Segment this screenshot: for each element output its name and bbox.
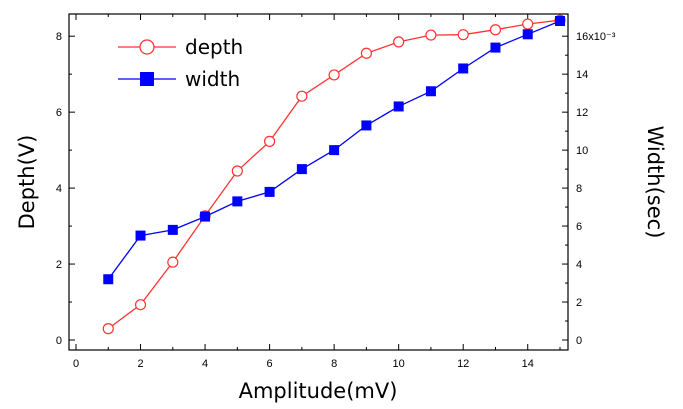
width-data-point xyxy=(361,120,372,131)
depth-data-point xyxy=(328,69,340,81)
width-data-point xyxy=(135,230,146,241)
width-data-point xyxy=(200,211,211,222)
x-tick-label: 0 xyxy=(73,358,79,370)
depth-data-point xyxy=(457,29,469,41)
depth-data-point xyxy=(393,36,405,48)
x-tick-label: 10 xyxy=(393,358,405,370)
axis-ticks: 0 2 4 6 8 10 12 14 0 2 4 6 8 0 2 4 6 8 10 12 14 16x10⁻³ xyxy=(56,14,616,370)
legend-depth-marker xyxy=(139,39,155,55)
depth-data-point xyxy=(522,18,534,30)
depth-data-point xyxy=(425,29,437,41)
y-tick-label: 6 xyxy=(56,107,62,119)
y-tick-label: 8 xyxy=(56,31,62,43)
y-tick-label: 4 xyxy=(56,183,62,195)
y2-tick-label: 4 xyxy=(576,259,582,271)
width-data-point xyxy=(522,29,533,40)
y2-tick-label: 0 xyxy=(576,335,582,347)
width-data-point xyxy=(232,196,243,207)
y2-tick-label: 8 xyxy=(576,183,582,195)
width-data-point xyxy=(555,16,565,26)
x-tick-label: 14 xyxy=(522,358,534,370)
depth-data-point xyxy=(489,24,502,36)
depth-data-point xyxy=(167,256,179,268)
width-data-point xyxy=(490,42,501,53)
y-axis-title: Depth(V) xyxy=(15,135,39,230)
depth-data-point xyxy=(102,323,114,335)
legend-width-marker xyxy=(140,72,154,86)
x-tick-label: 2 xyxy=(137,358,143,370)
depth-data-point xyxy=(296,90,308,102)
legend-depth-label: depth xyxy=(185,35,243,59)
plot-frame xyxy=(68,13,569,351)
depth-data-point xyxy=(264,135,276,147)
width-data-point xyxy=(458,63,469,74)
series-layer xyxy=(102,14,566,335)
width-data-point xyxy=(393,101,404,112)
x-tick-label: 12 xyxy=(457,358,469,370)
x-axis-title: Amplitude(mV) xyxy=(239,379,398,403)
width-data-point xyxy=(329,145,340,156)
legend: depth width xyxy=(118,35,243,91)
depth-data-point xyxy=(134,299,147,311)
width-data-point xyxy=(167,224,178,235)
y-tick-label: 2 xyxy=(56,259,62,271)
y2-tick-label: 2 xyxy=(576,297,582,309)
width-data-point xyxy=(264,186,275,197)
y2-axis-title: Width(sec) xyxy=(643,126,667,239)
depth-data-point xyxy=(231,165,243,177)
y-tick-label: 0 xyxy=(56,335,62,347)
y2-tick-label: 14 xyxy=(576,69,588,81)
y2-tick-label: 12 xyxy=(576,107,588,119)
y2-tick-label: 6 xyxy=(576,221,582,233)
width-data-point xyxy=(296,164,307,175)
x-tick-label: 4 xyxy=(202,358,208,370)
depth-series-line xyxy=(107,19,561,330)
x-tick-label: 6 xyxy=(267,358,273,370)
y2-tick-label: 10 xyxy=(576,145,588,157)
y2-tick-label: 16x10⁻³ xyxy=(576,31,616,43)
width-data-point xyxy=(103,274,114,285)
width-data-point xyxy=(425,86,436,97)
x-tick-label: 8 xyxy=(331,358,337,370)
legend-width-label: width xyxy=(185,67,240,91)
depth-data-point xyxy=(360,47,372,59)
